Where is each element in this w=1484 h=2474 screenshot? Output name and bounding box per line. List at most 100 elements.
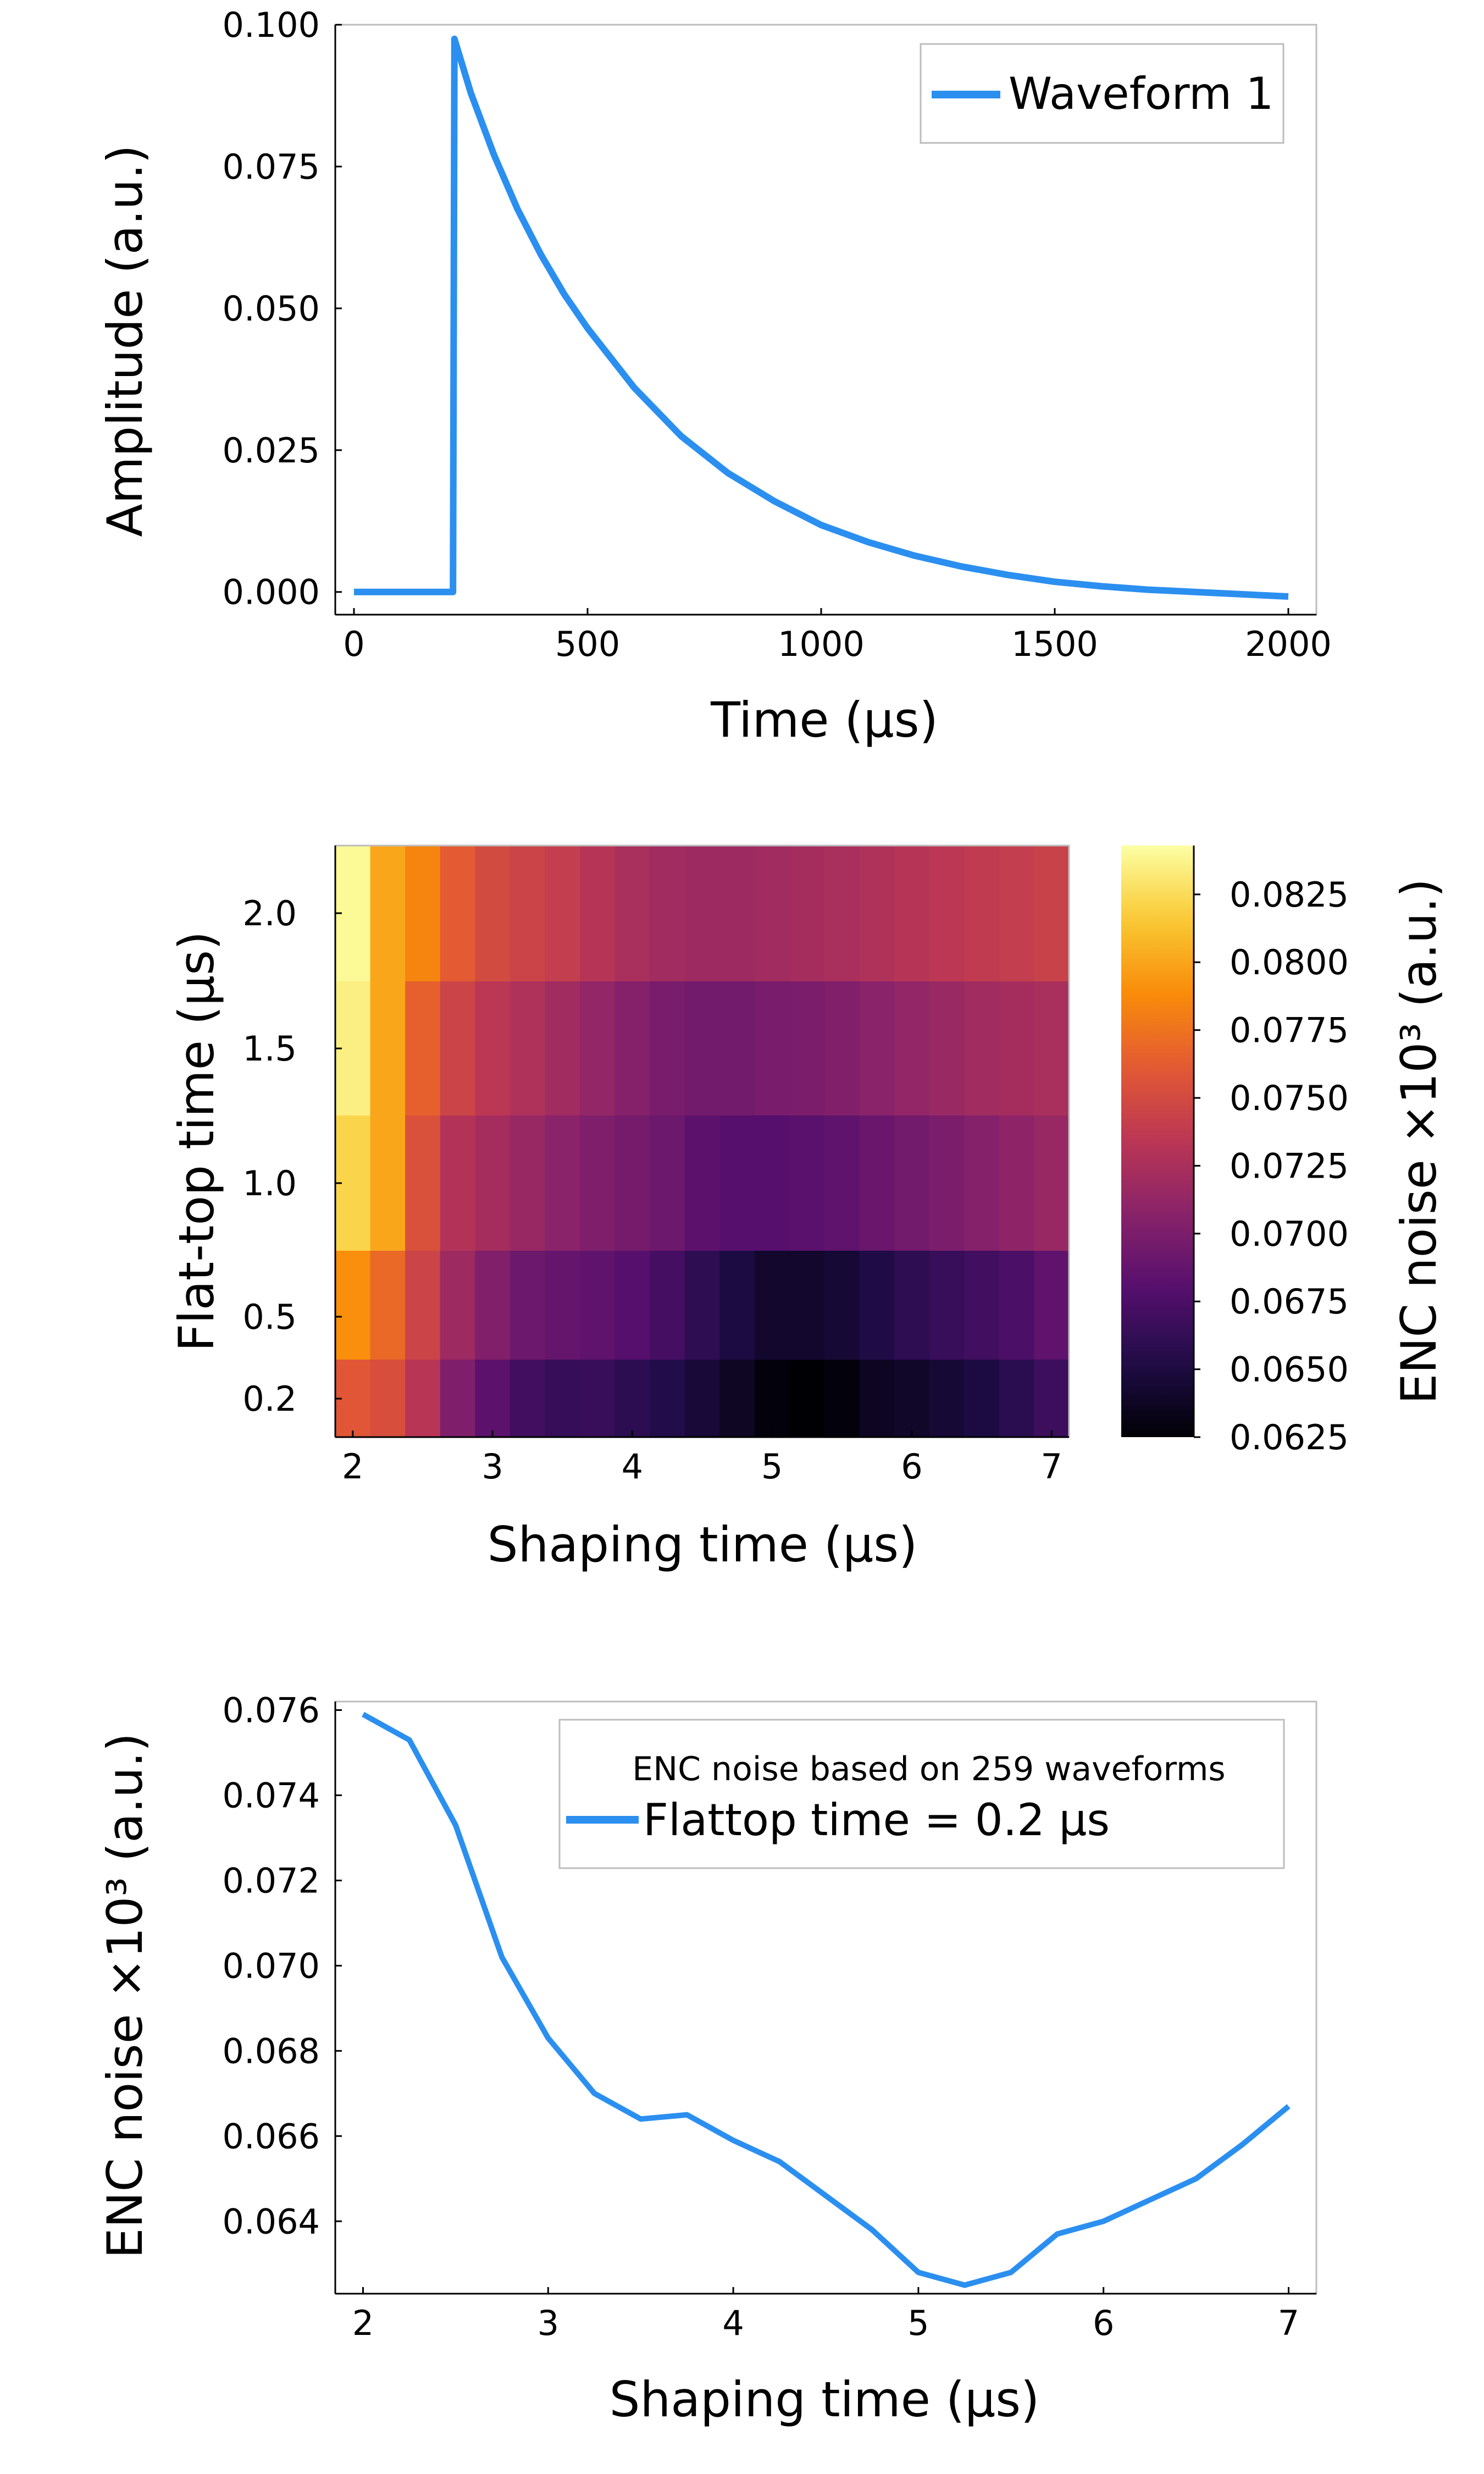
heatmap-cell xyxy=(684,981,721,1115)
heatmap-cell xyxy=(684,1251,721,1360)
data-point xyxy=(455,1825,456,1826)
data-point xyxy=(686,2114,688,2116)
colorbar-tick-label: 0.0700 xyxy=(1230,1214,1349,1254)
y-tick-label: 2.0 xyxy=(242,893,297,934)
data-point xyxy=(1103,2221,1104,2222)
x-tick-label: 500 xyxy=(555,624,620,664)
data-point xyxy=(1010,2272,1011,2273)
data-point xyxy=(733,2140,734,2141)
heatmap-cell xyxy=(405,1360,441,1437)
heatmap-cell xyxy=(684,1115,721,1251)
data-point xyxy=(1101,586,1102,587)
x-tick-label: 5 xyxy=(761,1446,783,1487)
heatmap-cell xyxy=(370,1360,406,1437)
heatmap-cell xyxy=(510,1115,546,1251)
heatmap-cell xyxy=(859,1251,895,1360)
colorbar-tick-label: 0.0775 xyxy=(1230,1010,1349,1051)
heatmap-cell xyxy=(894,1251,930,1360)
x-tick-label: 7 xyxy=(1040,1446,1062,1487)
series-line xyxy=(362,1711,1291,2288)
data-point xyxy=(400,592,401,593)
data-point xyxy=(452,592,453,593)
heatmap-cell xyxy=(405,1115,441,1251)
data-point xyxy=(501,1957,502,1958)
data-point xyxy=(1194,592,1195,593)
heatmap-cell xyxy=(964,981,1000,1115)
heatmap-cell xyxy=(545,1360,580,1437)
data-point xyxy=(454,38,455,40)
data-point xyxy=(821,524,822,526)
legend-box xyxy=(558,1719,1285,1869)
heatmap-cell xyxy=(650,1360,685,1437)
heatmap-cell xyxy=(859,1360,895,1437)
heatmap-cell xyxy=(440,1251,476,1360)
heatmap-cell xyxy=(650,1251,685,1360)
heatmap-cell xyxy=(335,1251,371,1360)
heatmap-cell xyxy=(475,1115,511,1251)
heatmap-cell xyxy=(650,1115,685,1251)
heatmap-cell xyxy=(719,981,755,1115)
legend-title: ENC noise based on 259 waveforms xyxy=(632,1750,1225,1788)
data-point xyxy=(634,387,635,388)
y-tick-label: 0.076 xyxy=(223,1690,320,1730)
legend: ENC noise based on 259 waveforms Flattop … xyxy=(558,1719,1285,1869)
data-point xyxy=(564,294,565,295)
heatmap-cell xyxy=(929,846,965,981)
data-point xyxy=(409,1739,410,1741)
heatmap-cell xyxy=(824,846,860,981)
heatmap-cell xyxy=(719,1360,755,1437)
heatmap-cell xyxy=(824,981,860,1115)
data-point xyxy=(494,154,495,156)
heatmap-cell xyxy=(824,1251,860,1360)
y-tick-label: 0.2 xyxy=(242,1379,297,1419)
x-tick-label: 1500 xyxy=(1011,624,1098,664)
heatmap-cell xyxy=(370,846,406,981)
data-point xyxy=(1241,594,1242,595)
y-tick-label: 0.100 xyxy=(223,5,320,45)
series-line xyxy=(354,35,1289,600)
y-axis-title: Flat-top time (µs) xyxy=(168,931,225,1352)
enc-line-chart: 2 3 4 5 6 7 0.064 0.066 0.068 0.070 0.072 0.074 0.07… xyxy=(97,1690,1317,2428)
heatmap-cell xyxy=(859,1115,895,1251)
heatmap-cell xyxy=(929,1360,965,1437)
x-tick-label: 6 xyxy=(1093,2303,1114,2343)
heatmap-cell xyxy=(510,1251,546,1360)
data-point xyxy=(640,2118,641,2119)
heatmap-cell xyxy=(1034,1251,1070,1360)
heatmap-cell xyxy=(614,1360,650,1437)
x-tick-label: 2000 xyxy=(1245,624,1332,664)
heatmap-cell xyxy=(510,981,546,1115)
heatmap-cell xyxy=(789,981,825,1115)
legend: Waveform 1 xyxy=(920,43,1284,144)
data-point xyxy=(363,1714,364,1715)
heatmap-cell xyxy=(580,1115,616,1251)
heatmap-cell xyxy=(545,846,580,981)
y-tick-label: 0.025 xyxy=(223,430,320,471)
data-point xyxy=(594,2093,595,2094)
heatmap-cell xyxy=(510,846,546,981)
heatmap-cell xyxy=(789,1115,825,1251)
heatmap-cell xyxy=(440,1360,476,1437)
colorbar xyxy=(1121,846,1194,1437)
heatmap-cell xyxy=(475,1251,511,1360)
y-tick-label: 0.068 xyxy=(223,2031,320,2071)
data-point xyxy=(1054,581,1055,582)
data-point xyxy=(872,2229,873,2230)
heatmap-cell xyxy=(545,1115,580,1251)
heatmap-cell xyxy=(929,1115,965,1251)
x-tick-label: 5 xyxy=(907,2303,929,2343)
data-point xyxy=(826,2195,827,2196)
heatmap-cell xyxy=(929,1251,965,1360)
x-tick-label: 2 xyxy=(342,1446,363,1487)
y-tick-label: 0.074 xyxy=(223,1775,320,1815)
data-point xyxy=(1056,2234,1057,2235)
heatmap-cell xyxy=(894,981,930,1115)
heatmap-cell xyxy=(370,981,406,1115)
y-tick-label: 0.000 xyxy=(223,572,320,612)
heatmap-cell xyxy=(440,981,476,1115)
data-point xyxy=(587,328,588,329)
heatmap-cell xyxy=(754,846,790,981)
data-point xyxy=(964,2285,965,2286)
x-tick-label: 0 xyxy=(343,624,364,664)
